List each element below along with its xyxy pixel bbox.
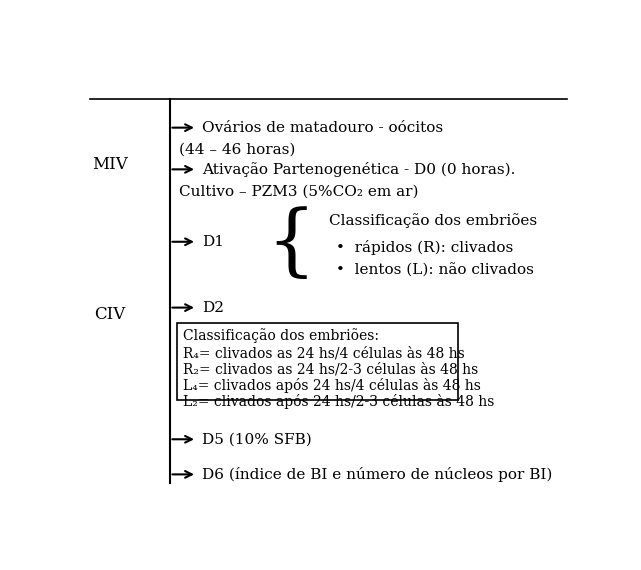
Text: R₂= clivados as 24 hs/2-3 células às 48 hs: R₂= clivados as 24 hs/2-3 células às 48 … xyxy=(183,363,478,376)
Text: Classificação dos embriões: Classificação dos embriões xyxy=(328,213,537,228)
Text: D6 (índice de BI e número de núcleos por BI): D6 (índice de BI e número de núcleos por… xyxy=(202,467,552,482)
Text: Classificação dos embriões:: Classificação dos embriões: xyxy=(183,328,379,343)
Text: Ativação Partenogenética - D0 (0 horas).: Ativação Partenogenética - D0 (0 horas). xyxy=(202,162,515,177)
Text: L₄= clivados após 24 hs/4 células às 48 hs: L₄= clivados após 24 hs/4 células às 48 … xyxy=(183,378,481,393)
Text: MIV: MIV xyxy=(92,156,128,173)
Text: Cultivo – PZM3 (5%CO₂ em ar): Cultivo – PZM3 (5%CO₂ em ar) xyxy=(179,184,419,198)
Text: {: { xyxy=(267,206,316,282)
Text: •  lentos (L): não clivados: • lentos (L): não clivados xyxy=(336,264,534,278)
Text: D1: D1 xyxy=(202,235,224,249)
Text: Ovários de matadouro - oócitos: Ovários de matadouro - oócitos xyxy=(202,121,443,135)
Text: D2: D2 xyxy=(202,300,224,315)
Text: (44 – 46 horas): (44 – 46 horas) xyxy=(179,142,296,157)
Text: •  rápidos (R): clivados: • rápidos (R): clivados xyxy=(336,239,513,255)
Text: R₄= clivados as 24 hs/4 células às 48 hs: R₄= clivados as 24 hs/4 células às 48 hs xyxy=(183,347,465,361)
Text: D5 (10% SFB): D5 (10% SFB) xyxy=(202,432,312,446)
Text: CIV: CIV xyxy=(94,306,126,323)
Bar xyxy=(177,323,458,400)
Text: L₂= clivados após 24 hs/2-3 células às 48 hs: L₂= clivados após 24 hs/2-3 células às 4… xyxy=(183,394,494,409)
